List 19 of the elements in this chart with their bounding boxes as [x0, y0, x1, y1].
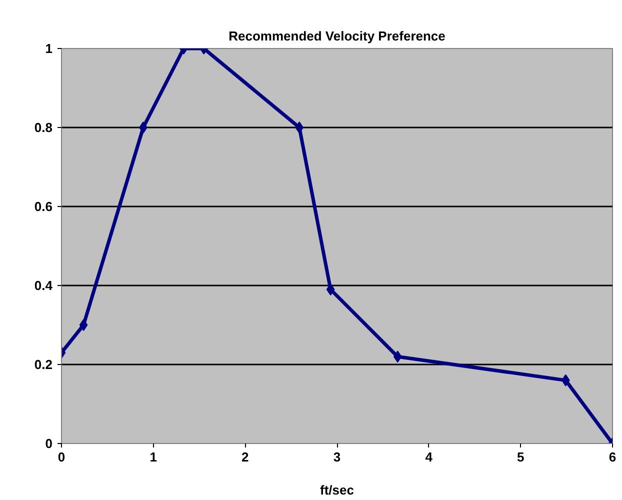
x-axis-title: ft/sec	[320, 482, 354, 498]
y-tick-label: 0.6	[34, 199, 53, 214]
x-tick-label: 2	[242, 450, 249, 464]
point	[326, 283, 335, 296]
x-tick-label: 6	[608, 450, 616, 464]
x-tick-label: 4	[425, 450, 434, 464]
x-tick-label: 0	[58, 450, 66, 464]
x-tick-label: 5	[517, 450, 524, 464]
y-tick-label: 0.2	[34, 357, 53, 372]
y-tick-label: 1	[45, 41, 53, 56]
x-tick-label: 1	[150, 450, 157, 464]
point	[79, 319, 88, 331]
y-tick-label: 0.8	[34, 120, 53, 135]
x-tick-label: 3	[333, 450, 341, 464]
line-series	[62, 48, 612, 444]
y-tick-label: 0.4	[34, 278, 54, 293]
point	[393, 350, 402, 363]
chart-title: Recommended Velocity Preference	[228, 28, 446, 44]
y-tick-label: 0	[45, 436, 53, 451]
